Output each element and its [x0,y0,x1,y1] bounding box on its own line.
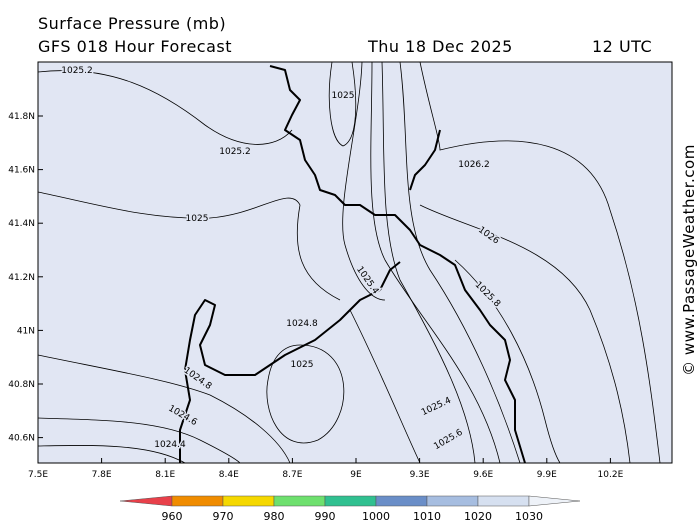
isobar [266,344,345,444]
coast-mainland [409,129,441,191]
colorbar-segment [171,495,224,507]
forecast-date: Thu 18 Dec 2025 [367,37,513,56]
coast-mainland [269,65,526,464]
isobar [37,70,293,145]
isobar [454,259,561,464]
y-tick-label: 40.8N [8,380,35,390]
isobar [370,61,501,464]
isobar [37,191,341,301]
isobar-label: 1024.8 [286,319,318,329]
isobar-label: 1025.2 [61,66,93,76]
y-tick-label: 41.8N [8,112,35,122]
isobar-label: 1025.2 [219,147,251,157]
colorbar-label: 1010 [413,510,441,523]
colorbar-label: 1020 [464,510,492,523]
colorbar-label: 1000 [362,510,390,523]
isobar-label: 1024.4 [154,440,186,450]
colorbar-label: 960 [162,510,183,523]
y-tick-label: 41.2N [8,273,35,283]
x-tick-label: 9E [350,470,362,480]
isobar-label: 1025 [332,91,355,101]
colorbar-label: 990 [315,510,336,523]
x-tick-label: 10.2E [598,470,624,480]
forecast-time: 12 UTC [592,37,652,56]
x-tick-label: 9.9E [537,470,557,480]
map-subtitle: GFS 018 Hour Forecast [38,37,232,56]
isobar [342,61,386,301]
isobar [37,354,291,464]
y-tick-label: 41.4N [8,219,35,229]
watermark: © www.PassageWeather.com [680,144,698,376]
isobar-label: 1026.2 [458,160,490,170]
colorbar-segment [119,495,173,507]
x-tick-label: 8.4E [219,470,239,480]
isobar [349,309,421,464]
colorbar-label: 1030 [515,510,543,523]
isobar-label: 1025 [186,214,209,224]
coastline [179,65,526,464]
map-title: Surface Pressure (mb) [38,14,226,33]
x-tick-label: 9.3E [410,470,430,480]
colorbar-segment [222,495,275,507]
isobar [37,417,241,464]
isobar [399,61,521,464]
colorbar-label: 970 [213,510,234,523]
colorbar-label: 980 [264,510,285,523]
isobar [419,204,631,464]
x-tick-label: 9.6E [473,470,493,480]
coast-island [179,261,401,463]
isobar-label: 1025 [291,360,314,370]
x-tick-label: 7.8E [92,470,112,480]
colorbar: 960 970 980 990 1000 1010 1020 1030 [119,495,581,523]
isobar [381,61,476,464]
y-tick-label: 40.6N [8,434,35,444]
y-tick-label: 41.6N [8,166,35,176]
map-area [37,61,673,464]
colorbar-segment [375,495,428,507]
x-tick-label: 8.1E [155,470,175,480]
y-tick-label: 41N [17,326,35,336]
colorbar-segment [477,495,530,507]
colorbar-segment [426,495,479,507]
isobar [328,61,357,147]
colorbar-segment [528,495,581,507]
colorbar-segment [324,495,377,507]
isobar [37,445,186,464]
x-tick-label: 7.5E [28,470,48,480]
x-tick-label: 8.7E [282,470,302,480]
colorbar-segment [273,495,326,507]
isobars [37,61,661,464]
